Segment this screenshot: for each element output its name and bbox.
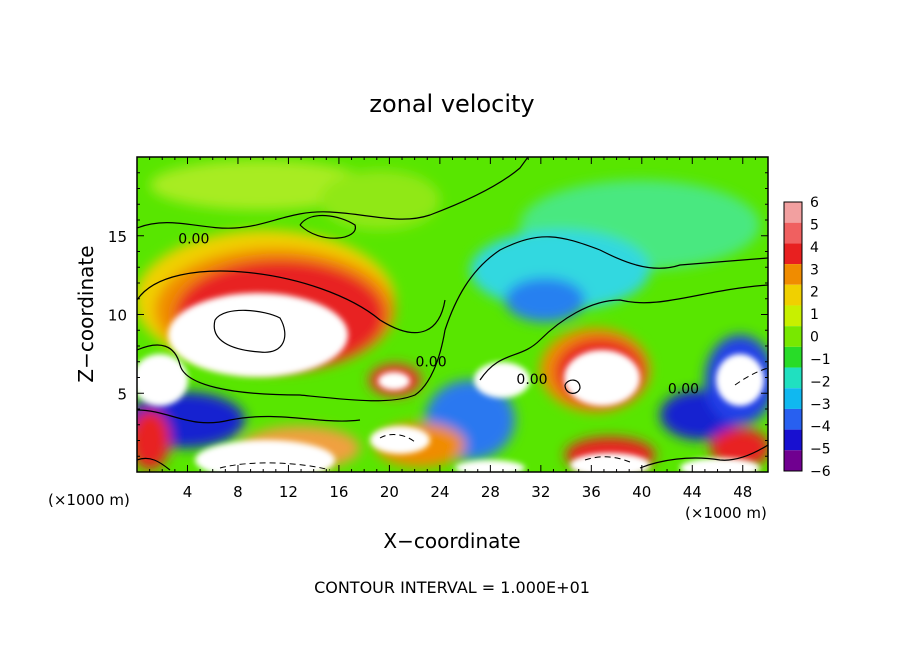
zero-contours [137,157,768,471]
colorbar-label: −5 [810,442,831,458]
colorbar-swatch [784,346,802,368]
colorbar-label: −3 [810,397,831,413]
x-axis: 4 8 12 16 20 24 28 32 36 40 44 48 [149,157,756,501]
colorbar-swatch [784,202,802,223]
colorbar-label: −6 [810,464,831,480]
x-tick-label: 4 [183,483,193,501]
contour-label: 0.00 [178,232,209,248]
x-tick-label: 24 [430,483,449,501]
colorbar-swatch [784,388,802,409]
x-tick-label: 36 [582,483,601,501]
colorbar-label: 2 [810,285,819,301]
colorbar-label: 5 [810,217,819,233]
x-tick-label: 12 [279,483,298,501]
x-axis-label: X−coordinate [383,529,520,553]
colorbar-frame [783,201,803,472]
y-tick-label: 15 [108,228,127,246]
y-axis-label: Z−coordinate [74,245,98,382]
x-tick-label: 44 [683,483,702,501]
colorbar-swatch [784,264,802,285]
colorbar-swatch [784,367,802,389]
x-tick-label: 16 [329,483,348,501]
colorbar-swatch [784,408,802,430]
contour-interval-note: CONTOUR INTERVAL = 1.000E+01 [314,578,590,597]
colorbar-swatch [784,450,802,471]
x-tick-label: 20 [380,483,399,501]
heatmap-field: 0.00 0.00 0.00 0.00 [137,157,768,472]
x-tick-label: 40 [632,483,651,501]
colorbar-swatch [784,429,802,451]
colorbar-label: −2 [810,374,831,390]
colorbar-swatch [784,222,802,244]
x-axis-unit-right: (×1000 m) [685,504,767,522]
colorbar-label: 6 [810,195,819,211]
colorbar-label: −1 [810,352,831,368]
colorbar-swatch [784,284,802,306]
x-tick-label: 48 [733,483,752,501]
colorbar: 6 5 4 3 2 1 0 −1 −2 −3 −4 −5 −6 [783,195,831,480]
colorbar-label: 3 [810,262,819,278]
y-tick-label: 5 [117,385,127,403]
colorbar-swatch [784,305,802,327]
contour-label: 0.00 [415,354,446,370]
chart-title: zonal velocity [369,90,534,118]
x-axis-unit-left: (×1000 m) [48,491,130,509]
contour-label: 0.00 [668,381,699,397]
y-tick-label: 10 [108,307,127,325]
x-tick-label: 8 [233,483,243,501]
x-tick-label: 28 [481,483,500,501]
colorbar-label: 1 [810,307,819,323]
x-tick-label: 32 [531,483,550,501]
colorbar-label: 4 [810,240,819,256]
contour-label: 0.00 [516,372,547,388]
y-axis: 5 10 15 [108,172,768,457]
colorbar-label: 0 [810,330,819,346]
colorbar-swatch [784,243,802,265]
colorbar-label: −4 [810,419,831,435]
colorbar-swatch [784,326,802,347]
